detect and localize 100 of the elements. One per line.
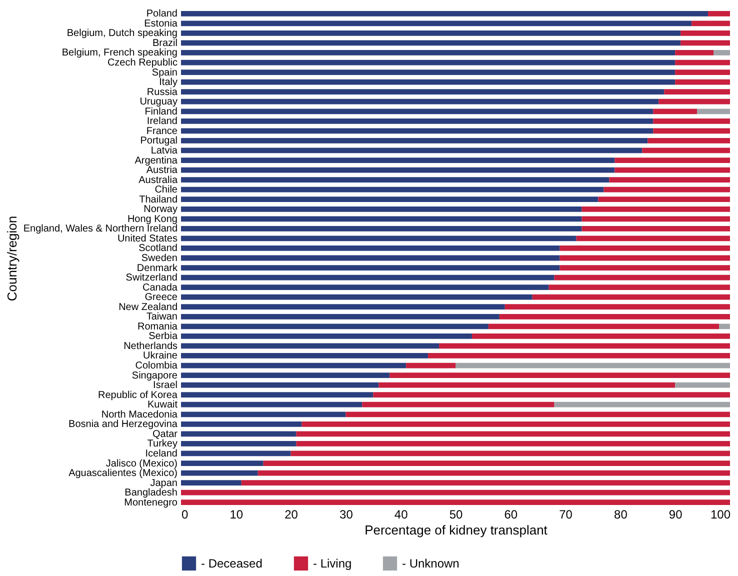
- bar: [714, 50, 730, 56]
- bar: [598, 196, 730, 202]
- y-tick-label: Hong Kong: [127, 214, 178, 225]
- bar: [181, 334, 472, 339]
- y-tick-label: Australia: [138, 174, 178, 186]
- y-tick-label: Israel: [153, 380, 178, 392]
- bar: [181, 274, 554, 280]
- y-tick-label: United States: [117, 233, 178, 244]
- bar: [504, 304, 730, 310]
- bar: [653, 108, 698, 114]
- bar: [675, 50, 714, 56]
- y-tick-label: Republic of Korea: [98, 390, 178, 401]
- bar: [708, 10, 730, 16]
- bar: [290, 450, 730, 456]
- y-tick-label: Colombia: [135, 360, 178, 372]
- y-tick-label: Qatar: [152, 428, 178, 440]
- y-tick-label: Greece: [144, 292, 178, 304]
- y-tick-label: Poland: [146, 8, 178, 20]
- bar: [499, 314, 730, 320]
- x-tick-label: 60: [504, 508, 518, 522]
- bar: [181, 265, 560, 270]
- bar: [658, 98, 730, 104]
- bar: [719, 324, 730, 330]
- bar: [181, 441, 296, 446]
- bar: [181, 372, 390, 378]
- bar: [181, 70, 676, 75]
- bar: [560, 255, 730, 261]
- bar: [548, 284, 730, 290]
- legend-label: - Living: [313, 556, 352, 570]
- x-axis-title: Percentage of kidney transplant: [364, 522, 548, 538]
- bar: [181, 148, 642, 154]
- y-tick-label: Serbia: [148, 331, 178, 342]
- bar: [181, 167, 615, 173]
- bar: [692, 20, 730, 26]
- bar: [604, 186, 730, 192]
- bar: [532, 294, 730, 300]
- bar: [181, 186, 604, 192]
- bar: [576, 236, 730, 242]
- y-tick-label: Italy: [159, 77, 178, 88]
- bar: [181, 431, 296, 437]
- y-tick-label: Belgium, French speaking: [62, 48, 178, 59]
- y-tick-label: England, Wales & Northern Ireland: [23, 224, 178, 235]
- bar: [675, 79, 730, 85]
- bar: [181, 284, 549, 290]
- y-tick-label: Iceland: [145, 448, 178, 460]
- bar: [181, 314, 500, 320]
- bar: [302, 421, 730, 427]
- bar: [181, 20, 692, 26]
- x-tick-label: 90: [668, 508, 683, 522]
- y-tick-label: Kuwait: [147, 400, 178, 411]
- y-tick-label: Switzerland: [126, 272, 178, 284]
- y-tick-label: Bosnia and Herzegovina: [68, 419, 178, 430]
- bar: [181, 177, 610, 182]
- bar: [181, 118, 654, 124]
- bar: [296, 431, 730, 437]
- bar: [181, 490, 730, 496]
- y-tick-label: Latvia: [150, 145, 178, 156]
- bar: [181, 40, 681, 46]
- bar: [614, 158, 730, 163]
- bar: [181, 412, 346, 418]
- bar: [181, 353, 428, 358]
- y-tick-label: Ukraine: [143, 350, 178, 362]
- y-tick-label: Scotland: [138, 243, 178, 254]
- bar: [181, 196, 598, 202]
- bar: [378, 382, 676, 388]
- bar: [181, 255, 560, 261]
- bar: [439, 343, 730, 349]
- bar: [181, 392, 374, 398]
- bar: [181, 402, 362, 408]
- bar: [181, 158, 615, 163]
- bar: [346, 412, 730, 418]
- y-tick-label: Japan: [150, 478, 178, 489]
- y-tick-label: Aguascalientes (Mexico): [68, 468, 178, 480]
- bar: [390, 372, 730, 378]
- x-tick-label: 50: [449, 508, 463, 522]
- x-tick-label: 0: [182, 508, 188, 522]
- bar: [614, 167, 730, 173]
- bar: [181, 50, 676, 56]
- y-tick-label: Singapore: [132, 370, 178, 382]
- bar: [181, 128, 654, 134]
- y-tick-label: Norway: [144, 204, 178, 216]
- legend-label: - Deceased: [201, 556, 262, 570]
- bar: [181, 500, 730, 506]
- bar: [428, 353, 730, 358]
- bar: [406, 362, 456, 368]
- y-tick-label: France: [146, 126, 178, 137]
- bar: [181, 343, 440, 349]
- bar: [582, 226, 730, 232]
- y-tick-label: Romania: [137, 321, 178, 332]
- y-tick-label: Jalisco (Mexico): [106, 458, 178, 470]
- y-tick-label: Russia: [146, 86, 178, 98]
- y-tick-label: Bangladesh: [124, 488, 178, 499]
- y-tick-label: Argentina: [134, 155, 178, 166]
- bar: [181, 108, 654, 114]
- bar: [181, 324, 488, 330]
- bar: [181, 216, 582, 222]
- bar: [680, 30, 730, 36]
- bar: [680, 40, 730, 46]
- bar: [472, 334, 730, 339]
- bar: [675, 382, 730, 388]
